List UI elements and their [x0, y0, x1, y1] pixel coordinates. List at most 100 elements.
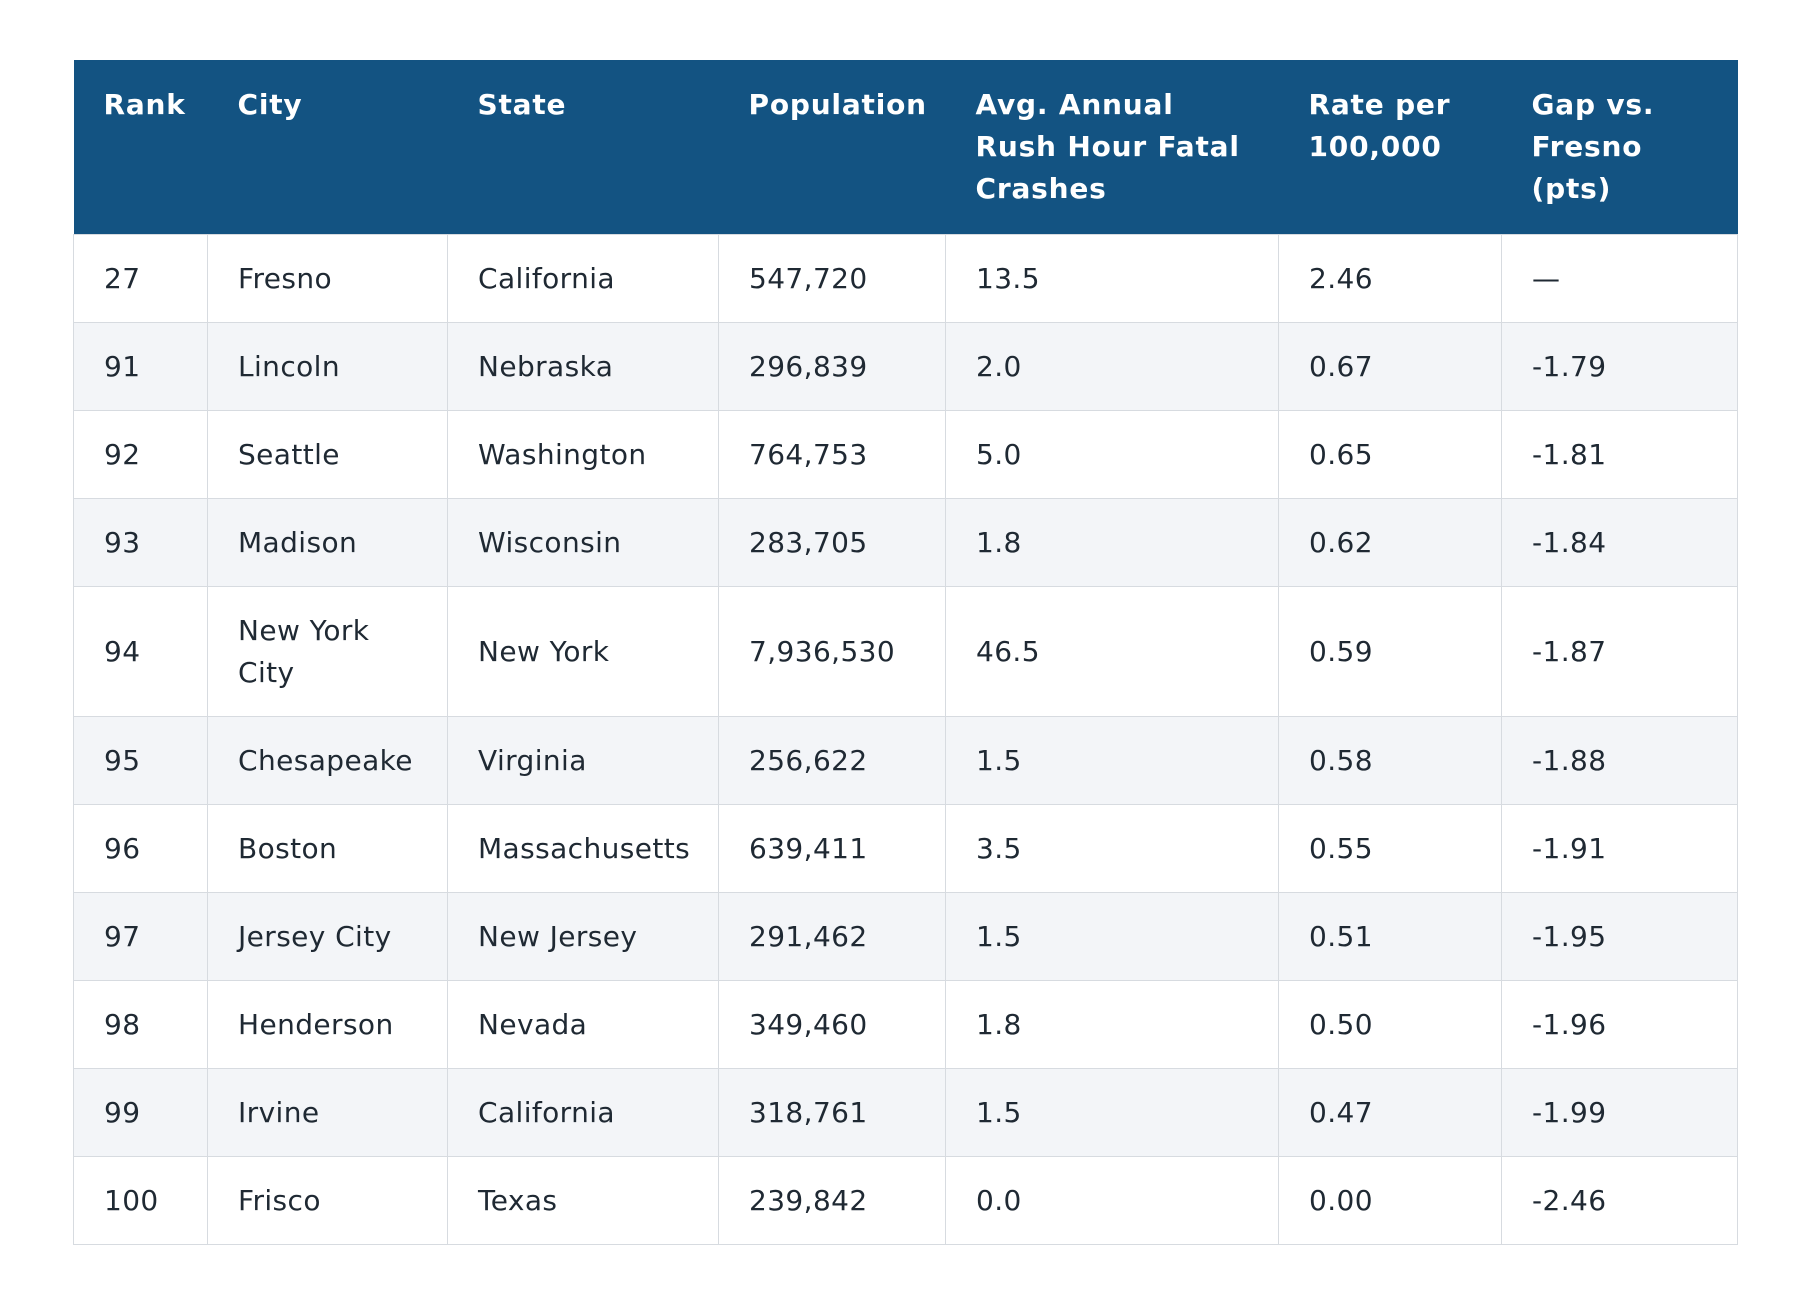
table-row: 100 Frisco Texas 239,842 0.0 0.00 -2.46: [73, 1156, 1738, 1245]
cell-gap: —: [1501, 234, 1738, 323]
cell-state: New York: [447, 586, 719, 717]
cell-gap: -1.88: [1501, 716, 1738, 805]
cell-avg-crashes: 1.5: [945, 716, 1279, 805]
header-rank: Rank: [103, 88, 186, 121]
cell-city: Fresno: [207, 234, 448, 323]
header-gap: Gap vs. Fresno (pts): [1531, 88, 1655, 205]
cell-gap: -1.81: [1501, 410, 1738, 499]
cell-rate: 2.46: [1278, 234, 1502, 323]
cell-rank: 94: [73, 586, 208, 717]
header-avg-crashes: Avg. Annual Rush Hour Fatal Crashes: [975, 88, 1240, 205]
cell-city: Madison: [207, 498, 448, 587]
table-row: 95 Chesapeake Virginia 256,622 1.5 0.58 …: [73, 716, 1738, 805]
cell-rate: 0.67: [1278, 322, 1502, 411]
cell-population: 764,753: [718, 410, 946, 499]
cell-city: Jersey City: [207, 892, 448, 981]
cell-rank: 92: [73, 410, 208, 499]
cell-gap: -1.84: [1501, 498, 1738, 587]
table-row: 91 Lincoln Nebraska 296,839 2.0 0.67 -1.…: [73, 322, 1738, 411]
cell-rank: 99: [73, 1068, 208, 1157]
cell-rate: 0.00: [1278, 1156, 1502, 1245]
cell-state: Nevada: [447, 980, 719, 1069]
cell-population: 318,761: [718, 1068, 946, 1157]
cell-rate: 0.51: [1278, 892, 1502, 981]
data-table-container: Rank City State Population Avg. Annual R…: [73, 60, 1738, 1245]
cell-gap: -1.91: [1501, 804, 1738, 893]
cell-state: Nebraska: [447, 322, 719, 411]
cell-population: 349,460: [718, 980, 946, 1069]
cell-population: 239,842: [718, 1156, 946, 1245]
cell-avg-crashes: 5.0: [945, 410, 1279, 499]
table-row: 92 Seattle Washington 764,753 5.0 0.65 -…: [73, 410, 1738, 499]
cell-avg-crashes: 13.5: [945, 234, 1279, 323]
cell-rank: 97: [73, 892, 208, 981]
cell-avg-crashes: 1.8: [945, 980, 1279, 1069]
cell-avg-crashes: 3.5: [945, 804, 1279, 893]
cell-avg-crashes: 46.5: [945, 586, 1279, 717]
table-row: 97 Jersey City New Jersey 291,462 1.5 0.…: [73, 892, 1738, 981]
cell-population: 639,411: [718, 804, 946, 893]
table-row: 27 Fresno California 547,720 13.5 2.46 —: [73, 234, 1738, 323]
cell-city: Boston: [207, 804, 448, 893]
cell-population: 7,936,530: [718, 586, 946, 717]
cell-city: New York City: [207, 586, 448, 717]
cell-state: California: [447, 1068, 719, 1157]
cell-rate: 0.58: [1278, 716, 1502, 805]
cell-state: Texas: [447, 1156, 719, 1245]
cell-population: 547,720: [718, 234, 946, 323]
header-rate: Rate per 100,000: [1308, 88, 1451, 163]
cell-rate: 0.62: [1278, 498, 1502, 587]
cell-rate: 0.47: [1278, 1068, 1502, 1157]
cell-city: Seattle: [207, 410, 448, 499]
cell-rank: 100: [73, 1156, 208, 1245]
cell-gap: -1.95: [1501, 892, 1738, 981]
header-city: City: [237, 88, 303, 121]
cell-state: New Jersey: [447, 892, 719, 981]
cell-gap: -1.99: [1501, 1068, 1738, 1157]
cell-state: Massachusetts: [447, 804, 719, 893]
cell-city: Lincoln: [207, 322, 448, 411]
cell-state: Washington: [447, 410, 719, 499]
cell-rank: 98: [73, 980, 208, 1069]
cell-rank: 93: [73, 498, 208, 587]
table-row: 96 Boston Massachusetts 639,411 3.5 0.55…: [73, 804, 1738, 893]
cell-avg-crashes: 1.8: [945, 498, 1279, 587]
cell-rank: 95: [73, 716, 208, 805]
cell-population: 283,705: [718, 498, 946, 587]
cell-avg-crashes: 1.5: [945, 1068, 1279, 1157]
cell-city: Frisco: [207, 1156, 448, 1245]
cell-rate: 0.55: [1278, 804, 1502, 893]
cell-rank: 91: [73, 322, 208, 411]
cell-avg-crashes: 2.0: [945, 322, 1279, 411]
cell-gap: -1.79: [1501, 322, 1738, 411]
header-population: Population: [748, 88, 927, 121]
cell-avg-crashes: 1.5: [945, 892, 1279, 981]
table-body: 27 Fresno California 547,720 13.5 2.46 —…: [73, 234, 1738, 1245]
table-row: 94 New York City New York 7,936,530 46.5…: [73, 586, 1738, 717]
table-row: 93 Madison Wisconsin 283,705 1.8 0.62 -1…: [73, 498, 1738, 587]
cell-gap: -1.96: [1501, 980, 1738, 1069]
cell-rate: 0.50: [1278, 980, 1502, 1069]
cell-city: Chesapeake: [207, 716, 448, 805]
cell-city: Henderson: [207, 980, 448, 1069]
cell-rate: 0.65: [1278, 410, 1502, 499]
cell-state: California: [447, 234, 719, 323]
cell-population: 256,622: [718, 716, 946, 805]
cell-gap: -2.46: [1501, 1156, 1738, 1245]
cell-gap: -1.87: [1501, 586, 1738, 717]
rush-hour-fatal-crashes-table: Rank City State Population Avg. Annual R…: [73, 60, 1738, 1245]
cell-rank: 96: [73, 804, 208, 893]
cell-city: Irvine: [207, 1068, 448, 1157]
table-row: 99 Irvine California 318,761 1.5 0.47 -1…: [73, 1068, 1738, 1157]
table-row: 98 Henderson Nevada 349,460 1.8 0.50 -1.…: [73, 980, 1738, 1069]
cell-avg-crashes: 0.0: [945, 1156, 1279, 1245]
cell-state: Virginia: [447, 716, 719, 805]
table-header: Rank City State Population Avg. Annual R…: [73, 60, 1738, 235]
cell-rate: 0.59: [1278, 586, 1502, 717]
cell-rank: 27: [73, 234, 208, 323]
cell-state: Wisconsin: [447, 498, 719, 587]
cell-population: 296,839: [718, 322, 946, 411]
header-state: State: [477, 88, 567, 121]
cell-population: 291,462: [718, 892, 946, 981]
header-row: Rank City State Population Avg. Annual R…: [73, 60, 1738, 235]
